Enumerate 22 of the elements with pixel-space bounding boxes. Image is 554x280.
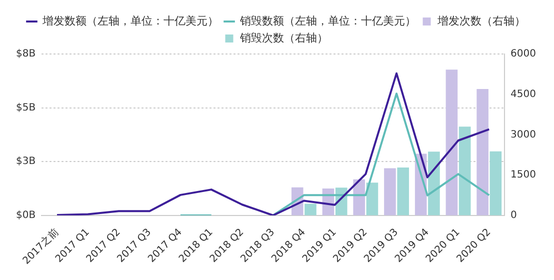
bar	[490, 151, 502, 216]
legend-label: 增发数额（左轴，单位：十亿美元）	[41, 14, 218, 28]
y2-tick-label: 6000	[510, 48, 536, 60]
legend-label: 销毁数额（左轴，单位：十亿美元）	[238, 14, 416, 28]
y2-tick-label: 4500	[510, 88, 536, 100]
bar	[428, 152, 440, 216]
bar	[304, 204, 316, 216]
y-tick-label: $8B	[16, 48, 36, 60]
bar	[384, 168, 396, 216]
bar	[397, 168, 409, 216]
legend-label: 销毁次数（右轴）	[238, 31, 328, 44]
legend-label: 增发次数（右轴）	[436, 14, 526, 28]
y2-tick-label: 3000	[510, 129, 536, 140]
y-tick-label: $3B	[16, 156, 36, 168]
bar	[366, 182, 378, 216]
bar	[476, 88, 488, 216]
y2-tick-label: 0	[510, 210, 517, 221]
bar	[458, 126, 471, 216]
y-tick-label: $0B	[16, 210, 36, 221]
bar	[446, 70, 458, 216]
y2-tick-label: 1500	[510, 170, 536, 181]
y-tick-label: $5B	[16, 102, 36, 114]
